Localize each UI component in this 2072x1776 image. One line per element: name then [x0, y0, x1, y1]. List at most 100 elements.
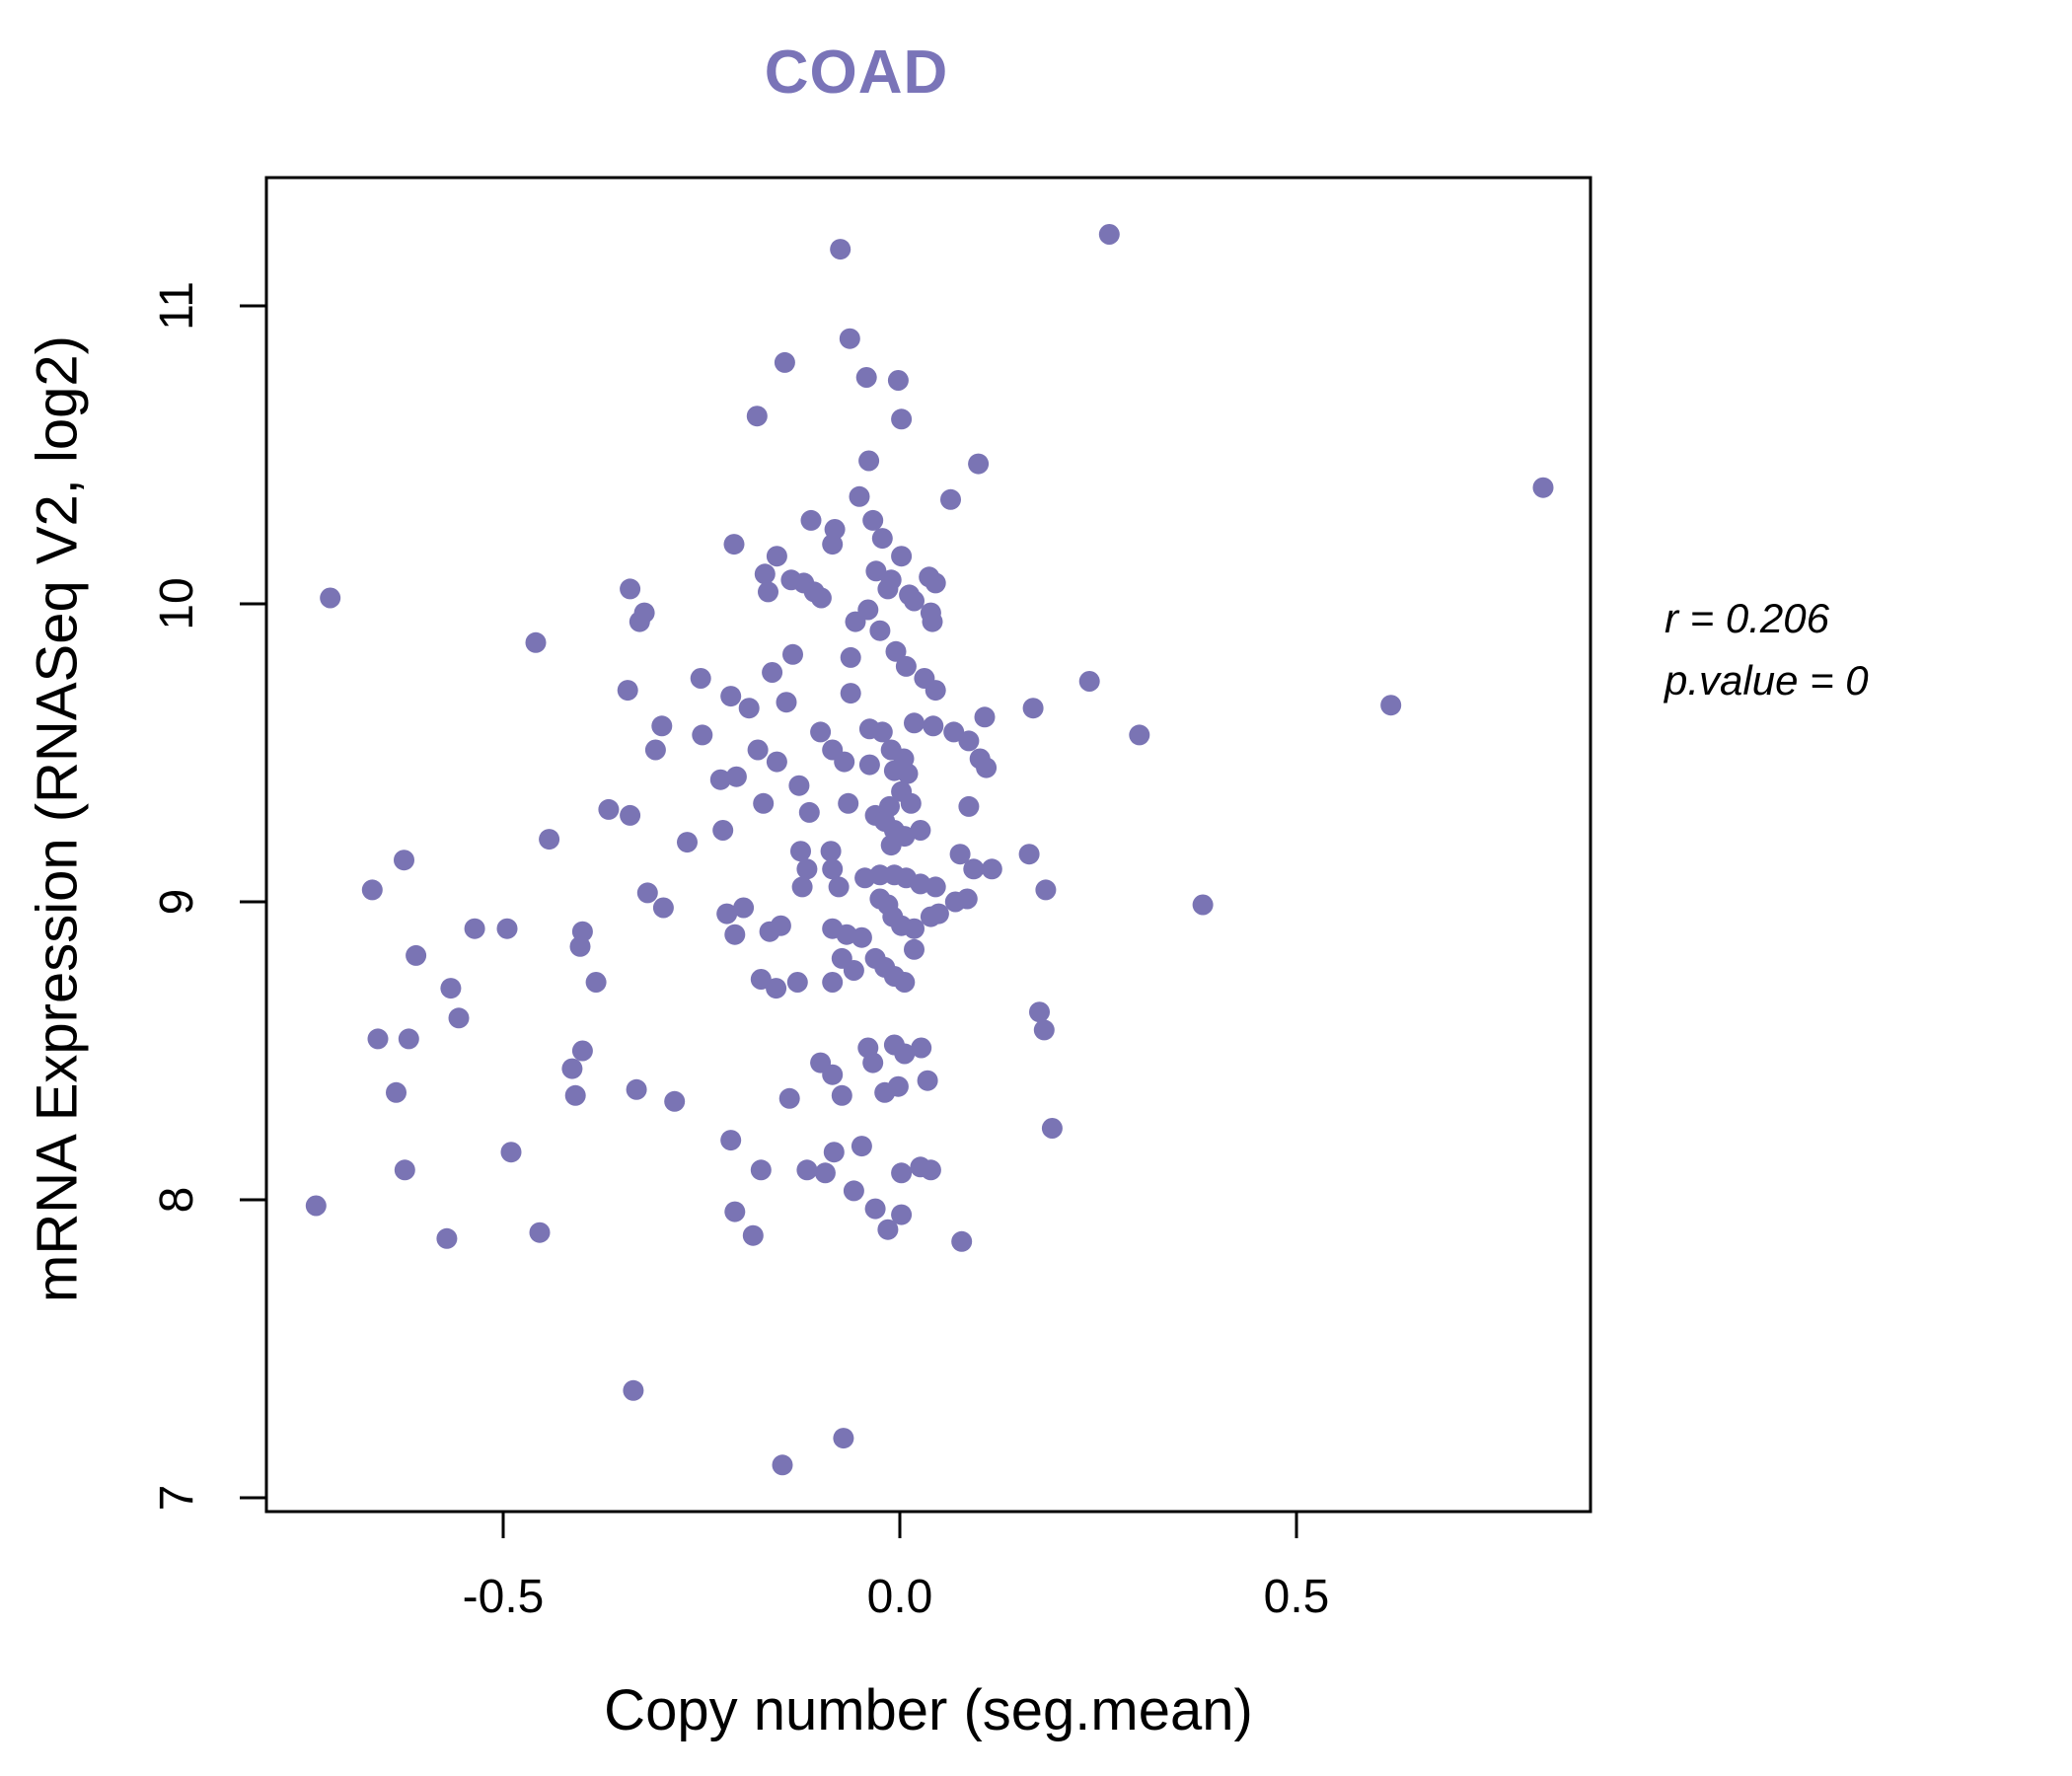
data-point	[880, 835, 902, 856]
data-point	[927, 903, 949, 925]
data-point	[925, 680, 946, 702]
data-point	[974, 706, 996, 728]
data-point	[716, 903, 738, 925]
data-point	[904, 938, 925, 960]
data-point	[858, 450, 880, 472]
data-point	[386, 1081, 407, 1103]
data-point	[796, 1159, 818, 1181]
data-point	[810, 721, 832, 743]
data-point	[968, 453, 990, 475]
data-point	[320, 587, 341, 609]
annotation-p-value: p.value = 0	[1665, 656, 1869, 703]
data-point	[822, 858, 844, 880]
y-tick-label: 11	[151, 281, 203, 331]
data-point	[1018, 844, 1040, 865]
data-point	[858, 754, 880, 776]
data-point	[865, 560, 887, 582]
data-point	[800, 509, 822, 531]
data-point	[720, 686, 742, 707]
data-point	[871, 528, 893, 550]
data-point	[440, 978, 462, 999]
data-point	[448, 1007, 470, 1029]
data-point	[834, 751, 855, 773]
data-point	[1192, 894, 1214, 916]
data-point	[1380, 695, 1402, 716]
data-point	[725, 766, 747, 787]
data-point	[838, 792, 859, 814]
x-axis-title: Copy number (seg.mean)	[604, 1678, 1253, 1742]
data-point	[910, 820, 931, 841]
data-point	[904, 712, 925, 734]
data-point	[746, 406, 768, 427]
data-point	[692, 724, 713, 746]
data-point	[904, 918, 925, 939]
data-point	[922, 611, 943, 632]
data-point	[367, 1028, 389, 1050]
data-point	[845, 611, 866, 632]
data-point	[747, 739, 769, 761]
data-point	[617, 680, 638, 702]
data-point	[525, 631, 547, 653]
data-point	[398, 1028, 419, 1050]
data-point	[920, 1159, 941, 1181]
data-point	[766, 978, 787, 999]
data-point	[887, 370, 909, 391]
data-point	[904, 590, 925, 612]
data-point	[1041, 1118, 1063, 1139]
data-point	[394, 1159, 415, 1181]
data-point	[724, 924, 746, 945]
data-point	[1029, 1001, 1050, 1023]
annotation-r-value: r = 0.206	[1665, 595, 1829, 641]
data-point	[877, 578, 899, 600]
y-tick-label: 10	[151, 577, 203, 629]
data-point	[822, 972, 844, 993]
data-point	[940, 488, 961, 510]
data-point	[754, 563, 776, 585]
data-point	[855, 367, 877, 388]
data-point	[778, 1087, 800, 1109]
data-point	[1129, 724, 1150, 746]
data-point	[891, 408, 913, 430]
data-point	[766, 751, 787, 773]
data-point	[963, 858, 985, 880]
data-point	[664, 1090, 686, 1112]
data-point	[738, 698, 760, 719]
data-point	[851, 926, 872, 948]
data-point	[820, 841, 842, 862]
data-point	[786, 972, 808, 993]
data-point	[464, 918, 485, 939]
data-point	[770, 915, 791, 936]
data-point	[652, 897, 674, 919]
data-point	[823, 1142, 845, 1163]
data-point	[529, 1221, 551, 1243]
data-point	[877, 1219, 899, 1240]
data-point	[897, 763, 919, 784]
data-point	[951, 1230, 973, 1252]
data-point	[644, 739, 666, 761]
data-point	[894, 972, 916, 993]
data-point	[758, 581, 778, 603]
data-point	[828, 876, 850, 898]
data-point	[709, 769, 731, 790]
data-point	[436, 1227, 458, 1249]
data-point	[925, 876, 946, 898]
data-point	[958, 795, 980, 817]
data-point	[598, 798, 620, 820]
data-point	[839, 328, 860, 349]
data-point	[620, 578, 641, 600]
data-point	[406, 944, 427, 966]
data-point	[831, 1084, 852, 1106]
plot-frame	[264, 176, 1592, 1514]
data-point	[569, 935, 591, 957]
x-tick-label: -0.5	[463, 1571, 545, 1623]
data-point	[1022, 698, 1044, 719]
data-point	[871, 721, 893, 743]
data-point	[774, 351, 795, 373]
y-tick-label: 8	[151, 1187, 203, 1214]
data-point	[629, 611, 650, 632]
data-point	[911, 1037, 932, 1059]
data-point	[561, 1058, 583, 1079]
data-point	[956, 888, 978, 910]
data-point	[900, 792, 922, 814]
